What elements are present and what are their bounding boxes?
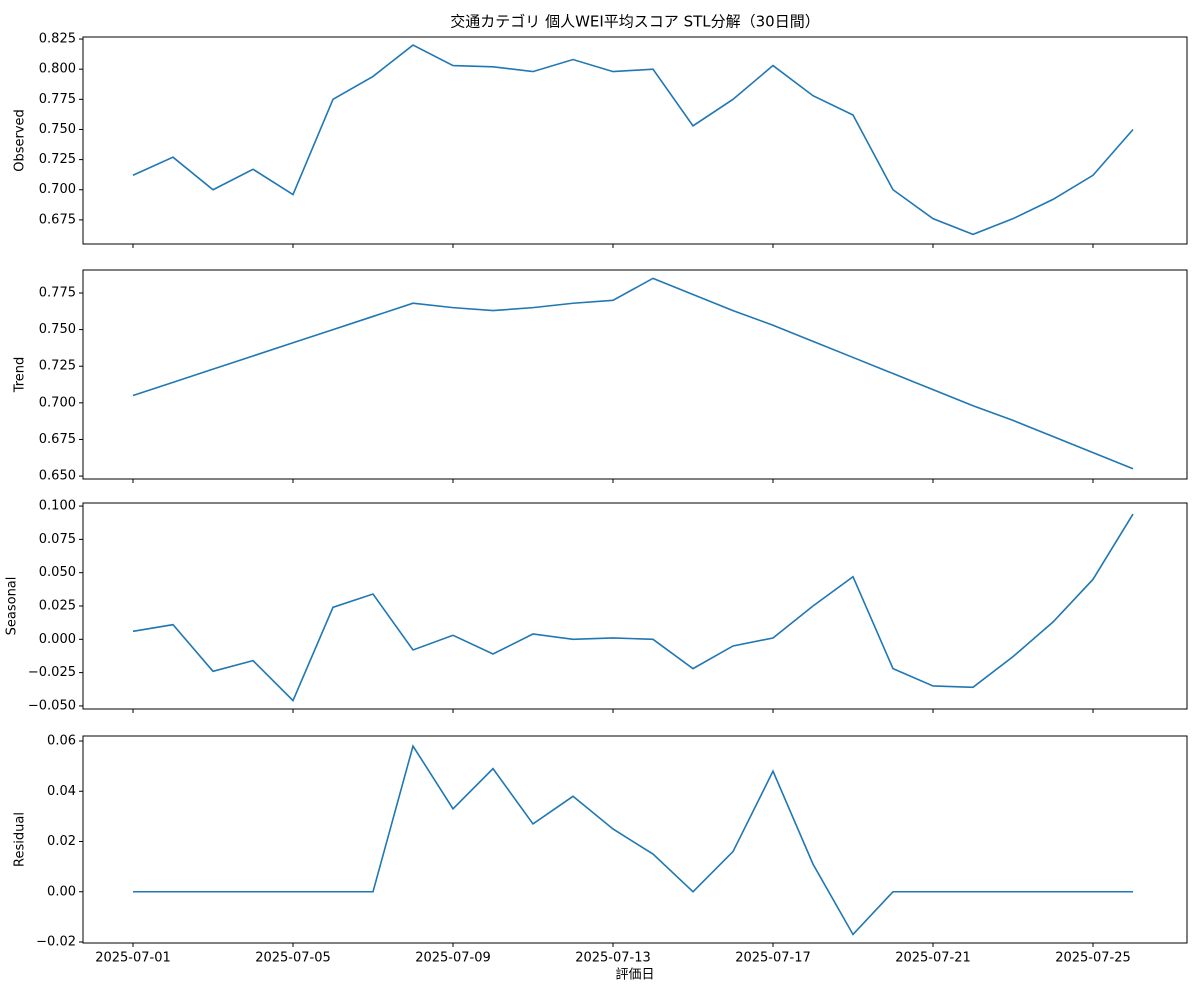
- chart-title: 交通カテゴリ 個人WEI平均スコア STL分解（30日間）: [450, 13, 819, 31]
- y-tick-label: 0.04: [47, 784, 76, 799]
- y-tick-label: 0.075: [39, 532, 76, 547]
- y-tick-label: 0.725: [39, 152, 76, 167]
- y-axis-label: Seasonal: [5, 577, 20, 636]
- series-line: [132, 44, 1134, 236]
- x-tick-label: 2025-07-25: [1055, 951, 1131, 966]
- x-tick-label: 2025-07-17: [735, 951, 811, 966]
- x-tick-label: 2025-07-05: [255, 951, 331, 966]
- y-tick-label: 0.025: [39, 599, 76, 614]
- plot-frame: [82, 36, 1188, 245]
- y-tick-label: −0.050: [28, 698, 76, 713]
- series-line: [132, 513, 1134, 703]
- plot-frame: [82, 735, 1188, 944]
- y-axis-label: Observed: [13, 109, 28, 172]
- plot-frame: [82, 502, 1188, 710]
- y-tick-label: 0.650: [39, 469, 76, 484]
- x-axis-label: 評価日: [615, 968, 654, 983]
- x-tick-label: 2025-07-13: [575, 951, 651, 966]
- y-tick-label: 0.775: [39, 92, 76, 107]
- y-tick-label: 0.00: [47, 884, 76, 899]
- y-tick-label: 0.725: [39, 359, 76, 374]
- y-tick-label: 0.675: [39, 212, 76, 227]
- y-tick-label: 0.700: [39, 182, 76, 197]
- x-tick-label: 2025-07-01: [95, 951, 171, 966]
- y-tick-label: 0.050: [39, 565, 76, 580]
- y-tick-label: 0.02: [47, 834, 76, 849]
- y-tick-label: −0.025: [28, 665, 76, 680]
- y-tick-label: 0.100: [39, 499, 76, 514]
- y-tick-label: 0.675: [39, 432, 76, 447]
- y-tick-label: 0.800: [39, 62, 76, 77]
- y-axis-label: Residual: [13, 812, 28, 867]
- y-tick-label: 0.750: [39, 122, 76, 137]
- plot-frame: [82, 269, 1188, 480]
- y-tick-label: 0.825: [39, 32, 76, 47]
- y-tick-label: −0.02: [36, 934, 76, 949]
- y-tick-label: 0.700: [39, 395, 76, 410]
- y-tick-label: 0.06: [47, 734, 76, 749]
- series-line: [133, 744, 1133, 936]
- x-tick-label: 2025-07-09: [415, 951, 491, 966]
- y-tick-label: 0.000: [39, 632, 76, 647]
- x-tick-label: 2025-07-21: [895, 951, 971, 966]
- y-tick-label: 0.775: [39, 285, 76, 300]
- y-tick-label: 0.750: [39, 322, 76, 337]
- y-axis-label: Trend: [13, 357, 28, 394]
- series-line: [132, 277, 1134, 470]
